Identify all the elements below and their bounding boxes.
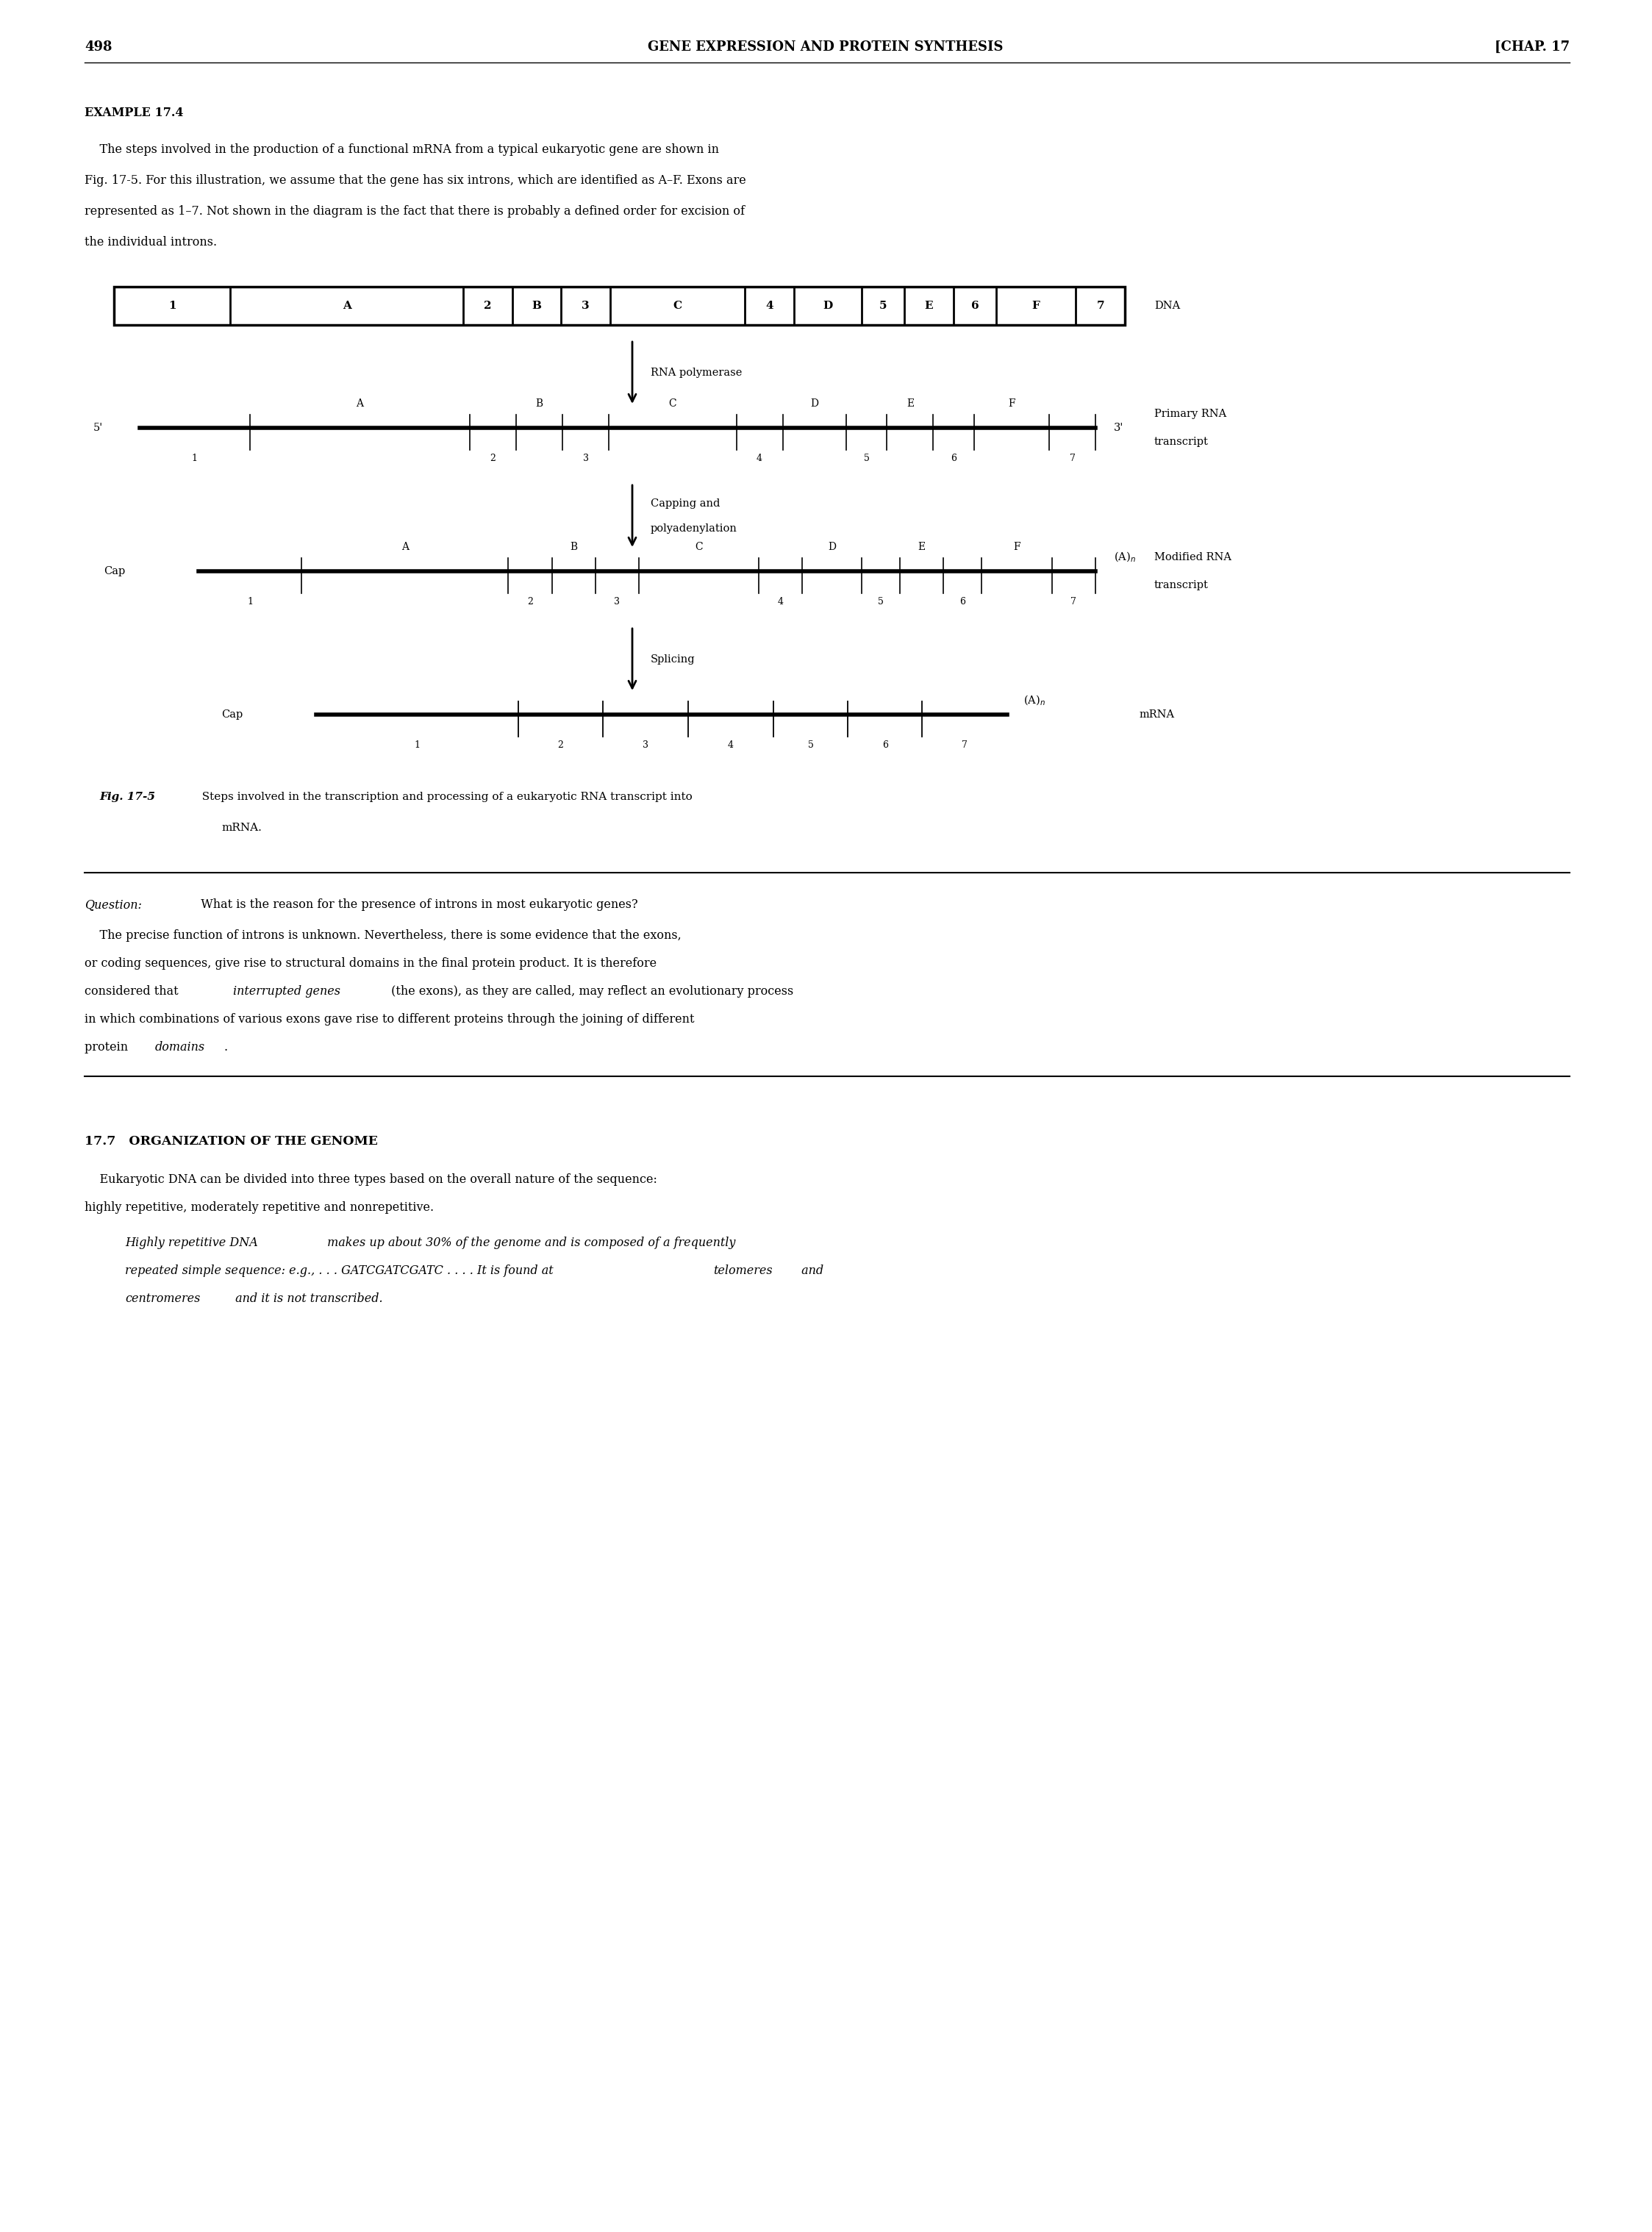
Text: 5: 5: [879, 301, 887, 310]
Text: repeated simple sequence: e.g., . . . GATCGATCGATC . . . . It is found at: repeated simple sequence: e.g., . . . GA…: [126, 1266, 557, 1277]
Text: [CHAP. 17: [CHAP. 17: [1495, 40, 1569, 54]
Text: 2: 2: [527, 596, 534, 607]
Text: 6: 6: [971, 301, 978, 310]
Text: or coding sequences, give rise to structural domains in the final protein produc: or coding sequences, give rise to struct…: [84, 958, 656, 969]
Text: B: B: [570, 542, 577, 551]
Text: A: A: [357, 400, 363, 408]
Text: and it is not transcribed.: and it is not transcribed.: [231, 1292, 383, 1306]
Text: 4: 4: [776, 596, 783, 607]
Text: and: and: [798, 1266, 823, 1277]
Text: telomeres: telomeres: [714, 1266, 773, 1277]
Text: D: D: [811, 400, 818, 408]
Text: B: B: [532, 301, 542, 310]
Text: 7: 7: [1069, 453, 1075, 464]
Text: E: E: [919, 542, 925, 551]
Text: 2: 2: [484, 301, 492, 310]
Text: .: .: [223, 1040, 228, 1054]
Text: 6: 6: [960, 596, 965, 607]
Text: D: D: [823, 301, 833, 310]
Text: 5: 5: [864, 453, 869, 464]
Text: The precise function of introns is unknown. Nevertheless, there is some evidence: The precise function of introns is unkno…: [84, 929, 681, 942]
Text: 4: 4: [729, 741, 733, 750]
Text: Eukaryotic DNA can be divided into three types based on the overall nature of th: Eukaryotic DNA can be divided into three…: [84, 1174, 657, 1185]
Text: 7: 7: [1097, 301, 1104, 310]
Text: F: F: [1013, 542, 1021, 551]
Text: (A)$_n$: (A)$_n$: [1023, 694, 1046, 708]
Text: 1: 1: [415, 741, 420, 750]
Text: D: D: [828, 542, 836, 551]
Text: protein: protein: [84, 1040, 132, 1054]
Text: 7: 7: [1070, 596, 1077, 607]
Text: A: A: [342, 301, 352, 310]
Text: 3: 3: [582, 301, 590, 310]
Text: DNA: DNA: [1155, 301, 1180, 310]
Text: Splicing: Splicing: [651, 654, 695, 665]
Text: domains: domains: [155, 1040, 205, 1054]
Text: mRNA: mRNA: [1140, 710, 1175, 719]
Polygon shape: [114, 286, 1125, 326]
Text: Primary RNA: Primary RNA: [1155, 408, 1226, 420]
Text: What is the reason for the presence of introns in most eukaryotic genes?: What is the reason for the presence of i…: [193, 899, 638, 911]
Text: A: A: [401, 542, 408, 551]
Text: 4: 4: [765, 301, 773, 310]
Text: Modified RNA: Modified RNA: [1155, 551, 1231, 562]
Text: B: B: [535, 400, 544, 408]
Text: 3': 3': [1113, 422, 1123, 433]
Text: mRNA.: mRNA.: [221, 824, 261, 833]
Text: Fig. 17-5. For this illustration, we assume that the gene has six introns, which: Fig. 17-5. For this illustration, we ass…: [84, 174, 747, 187]
Text: 2: 2: [491, 453, 496, 464]
Text: 1: 1: [248, 596, 253, 607]
Text: 1: 1: [169, 301, 177, 310]
Text: 5: 5: [877, 596, 884, 607]
Text: F: F: [1032, 301, 1041, 310]
Text: transcript: transcript: [1155, 437, 1209, 446]
Text: Question:: Question:: [84, 899, 142, 911]
Text: 17.7   ORGANIZATION OF THE GENOME: 17.7 ORGANIZATION OF THE GENOME: [84, 1136, 378, 1147]
Text: EXAMPLE 17.4: EXAMPLE 17.4: [84, 107, 183, 118]
Text: C: C: [669, 400, 677, 408]
Text: C: C: [672, 301, 682, 310]
Text: makes up about 30% of the genome and is composed of a frequently: makes up about 30% of the genome and is …: [324, 1237, 735, 1250]
Text: 3: 3: [615, 596, 620, 607]
Text: Cap: Cap: [221, 710, 243, 719]
Text: 5: 5: [808, 741, 813, 750]
Text: 5': 5': [93, 422, 102, 433]
Text: transcript: transcript: [1155, 580, 1209, 589]
Text: Highly repetitive DNA: Highly repetitive DNA: [126, 1237, 258, 1250]
Text: 6: 6: [882, 741, 887, 750]
Text: centromeres: centromeres: [126, 1292, 200, 1306]
Text: The steps involved in the production of a functional mRNA from a typical eukaryo: The steps involved in the production of …: [84, 143, 719, 156]
Text: 3: 3: [583, 453, 588, 464]
Text: 7: 7: [961, 741, 968, 750]
Text: (A)$_n$: (A)$_n$: [1113, 551, 1137, 565]
Text: the individual introns.: the individual introns.: [84, 237, 216, 248]
Text: F: F: [1008, 400, 1014, 408]
Text: polyadenylation: polyadenylation: [651, 525, 737, 533]
Text: E: E: [925, 301, 933, 310]
Text: 4: 4: [757, 453, 763, 464]
Text: interrupted genes: interrupted genes: [233, 984, 340, 998]
Text: highly repetitive, moderately repetitive and nonrepetitive.: highly repetitive, moderately repetitive…: [84, 1201, 434, 1214]
Text: Capping and: Capping and: [651, 498, 720, 509]
Text: GENE EXPRESSION AND PROTEIN SYNTHESIS: GENE EXPRESSION AND PROTEIN SYNTHESIS: [648, 40, 1003, 54]
Text: represented as 1–7. Not shown in the diagram is the fact that there is probably : represented as 1–7. Not shown in the dia…: [84, 205, 745, 217]
Text: RNA polymerase: RNA polymerase: [651, 368, 742, 377]
Text: 1: 1: [192, 453, 198, 464]
Text: (the exons), as they are called, may reflect an evolutionary process: (the exons), as they are called, may ref…: [388, 984, 793, 998]
Text: 2: 2: [558, 741, 563, 750]
Text: E: E: [907, 400, 914, 408]
Text: Steps involved in the transcription and processing of a eukaryotic RNA transcrip: Steps involved in the transcription and …: [195, 792, 692, 801]
Text: Cap: Cap: [104, 567, 126, 576]
Text: C: C: [695, 542, 702, 551]
Text: 6: 6: [950, 453, 957, 464]
Text: Fig. 17-5: Fig. 17-5: [99, 792, 155, 801]
Text: 3: 3: [643, 741, 649, 750]
Text: 498: 498: [84, 40, 112, 54]
Text: considered that: considered that: [84, 984, 182, 998]
Text: in which combinations of various exons gave rise to different proteins through t: in which combinations of various exons g…: [84, 1013, 694, 1024]
